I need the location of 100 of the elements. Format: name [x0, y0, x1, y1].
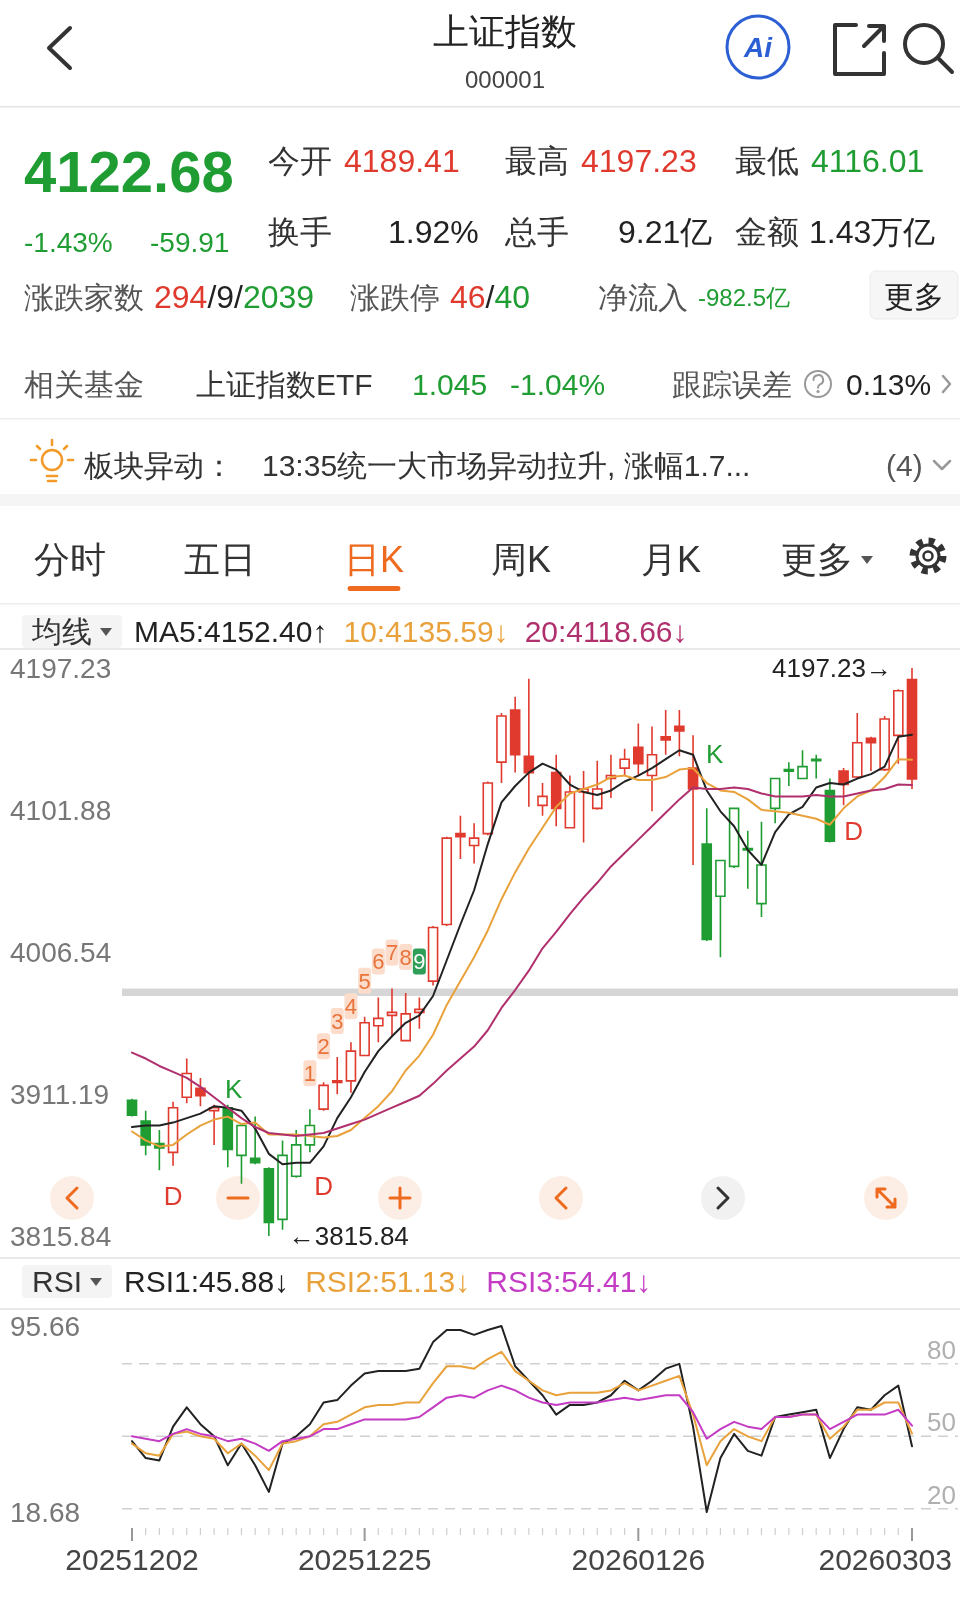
text: 1.045 — [412, 368, 488, 401]
text: 涨跌家数 — [24, 281, 144, 314]
x-tick-label: 20251202 — [65, 1543, 199, 1576]
text: 跟踪误差 — [672, 368, 792, 401]
text: 0.13% — [846, 368, 932, 401]
candlestick — [906, 667, 918, 790]
candlestick — [249, 1115, 261, 1166]
text: 最高 — [505, 143, 569, 179]
text: -982.5亿 — [698, 284, 791, 311]
text: 今开 — [268, 143, 332, 179]
candlestick — [523, 677, 535, 808]
text: 4116.01 — [811, 143, 925, 179]
y-tick-label: 4101.88 — [10, 795, 112, 827]
text: 1.43万亿 — [809, 214, 936, 250]
text: /9/ — [207, 279, 244, 315]
text: RSI1:45.88↓ — [124, 1265, 290, 1298]
line-series — [131, 1325, 913, 1513]
text: 总手 — [504, 214, 569, 250]
candlestick — [345, 1041, 357, 1094]
candlestick — [331, 1056, 343, 1096]
candlestick — [851, 712, 863, 780]
candlestick — [427, 925, 439, 987]
candlestick — [373, 996, 384, 1043]
candlestick — [126, 1097, 138, 1118]
text: 294 — [154, 279, 208, 315]
text: / — [485, 279, 495, 315]
text: 上证指数ETF — [196, 368, 373, 401]
candlestick — [496, 712, 507, 784]
text: 涨跌停 — [350, 281, 440, 314]
annotation: ←3815.84 — [288, 1221, 409, 1252]
text: -59.91 — [150, 227, 230, 258]
text: 10:4135.59↓ — [343, 615, 509, 648]
ref-line-label: 80 — [927, 1334, 956, 1365]
x-tick-label: 20260303 — [818, 1543, 952, 1576]
chart-subtitle: 000001 — [464, 66, 546, 93]
text: 更多 — [884, 280, 944, 313]
text: 9.21亿 — [618, 214, 713, 250]
candlestick — [879, 715, 890, 772]
y-tick-label: 4197.23 — [10, 653, 112, 685]
text: 分时 — [34, 539, 106, 580]
candlestick — [701, 807, 713, 942]
text: 2039 — [242, 279, 315, 315]
candlestick — [756, 820, 767, 918]
text: 换手 — [268, 214, 332, 250]
y-tick-label: 4006.54 — [10, 937, 112, 969]
annotation: D — [314, 1171, 333, 1202]
candlestick — [646, 725, 658, 813]
candlestick — [591, 759, 603, 811]
candlestick — [633, 722, 644, 777]
legend-title: 均线 — [31, 615, 92, 648]
text: 月K — [641, 539, 702, 580]
candlestick — [550, 753, 562, 828]
text: 更多 — [781, 539, 853, 580]
text: 4197.23 — [581, 143, 697, 179]
candlestick — [263, 1166, 275, 1237]
candlestick — [797, 749, 808, 780]
candlestick — [277, 1139, 288, 1231]
candlestick — [222, 1103, 234, 1169]
candlestick — [318, 1081, 329, 1112]
text: RSI3:54.41↓ — [486, 1265, 652, 1298]
text: 周K — [491, 539, 552, 580]
text: 净流入 — [598, 281, 688, 314]
annotation: K — [706, 738, 725, 769]
candlestick — [181, 1057, 193, 1105]
candlestick — [509, 695, 521, 774]
text: 金额 — [735, 214, 799, 250]
text: -1.04% — [510, 368, 606, 401]
annotation: 4197.23→ — [772, 653, 892, 684]
text: -1.43% — [24, 227, 113, 258]
candlestick — [386, 987, 398, 1037]
x-tick-label: 20251225 — [297, 1543, 432, 1576]
text: (4) — [886, 449, 923, 482]
candlestick — [564, 774, 576, 829]
candlestick — [195, 1077, 206, 1107]
candlestick — [742, 829, 754, 890]
candlestick — [236, 1123, 247, 1185]
candlestick — [810, 753, 822, 780]
text: 40 — [494, 279, 531, 315]
line-series — [131, 1384, 913, 1452]
candlestick — [400, 992, 411, 1042]
text: 板块异动： — [83, 449, 234, 482]
candlestick — [660, 709, 671, 756]
candlestick — [783, 761, 795, 787]
annotation: K — [225, 1074, 244, 1105]
candlestick — [537, 782, 548, 817]
candlestick — [167, 1100, 179, 1167]
candlestick — [468, 822, 480, 865]
text: MA5:4152.40↑ — [134, 615, 328, 648]
candlestick — [290, 1129, 302, 1179]
text: Ai — [743, 32, 774, 63]
ref-line-label: 50 — [927, 1407, 956, 1438]
candlestick — [359, 1016, 370, 1057]
candlestick — [769, 777, 781, 825]
text: 相关基金 — [24, 368, 144, 401]
y-tick-label: 18.68 — [10, 1497, 81, 1529]
candlestick — [482, 780, 494, 836]
line-series — [131, 1350, 913, 1472]
y-tick-label: 95.66 — [10, 1311, 81, 1343]
text: 4189.41 — [344, 143, 460, 179]
legend-title: RSI — [32, 1265, 83, 1298]
